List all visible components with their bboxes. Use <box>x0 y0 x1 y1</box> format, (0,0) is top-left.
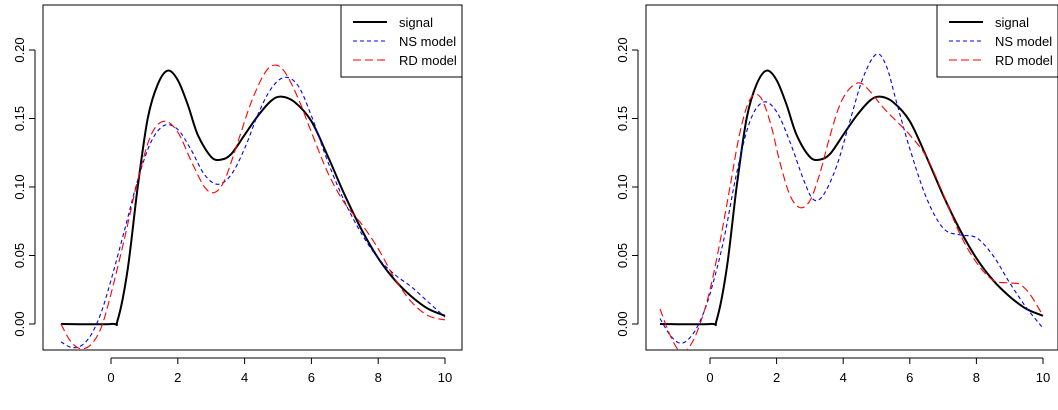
legend-label: NS model <box>399 34 456 49</box>
x-tick-label: 4 <box>241 370 248 385</box>
legend-label: RD model <box>399 53 457 68</box>
series-line-rd-model <box>60 64 446 350</box>
x-tick-label: 10 <box>438 370 452 385</box>
y-tick-label: 0.00 <box>615 311 630 336</box>
legend-label: signal <box>399 15 433 30</box>
x-tick-label: 8 <box>973 370 980 385</box>
x-tick-label: 4 <box>840 370 847 385</box>
y-tick-label: 0.10 <box>615 174 630 199</box>
right-plot-panel: 0.00 0.05 0.10 0.15 0.20 0 2 4 6 8 10 signal NS mode… <box>615 4 1058 385</box>
legend-label: signal <box>995 15 1029 30</box>
legend-label: NS model <box>995 34 1052 49</box>
left-plot-panel: 0.00 0.05 0.10 0.15 0.20 0 2 4 6 8 10 signal NS mode… <box>12 4 463 385</box>
y-tick-label: 0.20 <box>615 37 630 62</box>
x-tick-label: 6 <box>308 370 315 385</box>
series-line-signal <box>659 69 1044 327</box>
plot-frame <box>42 4 463 351</box>
y-tick-label: 0.20 <box>12 37 27 62</box>
series-line-signal <box>60 69 446 327</box>
plot-frame <box>645 4 1058 351</box>
series-line-ns-model <box>60 76 446 349</box>
legend: signal NS model RD model <box>340 4 463 78</box>
x-tick-label: 0 <box>706 370 713 385</box>
y-tick-label: 0.00 <box>12 311 27 336</box>
x-tick-label: 8 <box>375 370 382 385</box>
y-tick-label: 0.15 <box>12 106 27 131</box>
x-tick-label: 0 <box>107 370 114 385</box>
legend: signal NS model RD model <box>936 4 1058 78</box>
series-line-rd-model <box>659 82 1044 350</box>
legend-label: RD model <box>995 53 1053 68</box>
series-line-ns-model <box>659 53 1044 344</box>
x-tick-label: 10 <box>1036 370 1050 385</box>
y-tick-label: 0.05 <box>615 243 630 268</box>
x-tick-label: 6 <box>906 370 913 385</box>
y-tick-label: 0.15 <box>615 106 630 131</box>
y-tick-label: 0.05 <box>12 243 27 268</box>
y-tick-label: 0.10 <box>12 174 27 199</box>
x-tick-label: 2 <box>773 370 780 385</box>
x-tick-label: 2 <box>174 370 181 385</box>
